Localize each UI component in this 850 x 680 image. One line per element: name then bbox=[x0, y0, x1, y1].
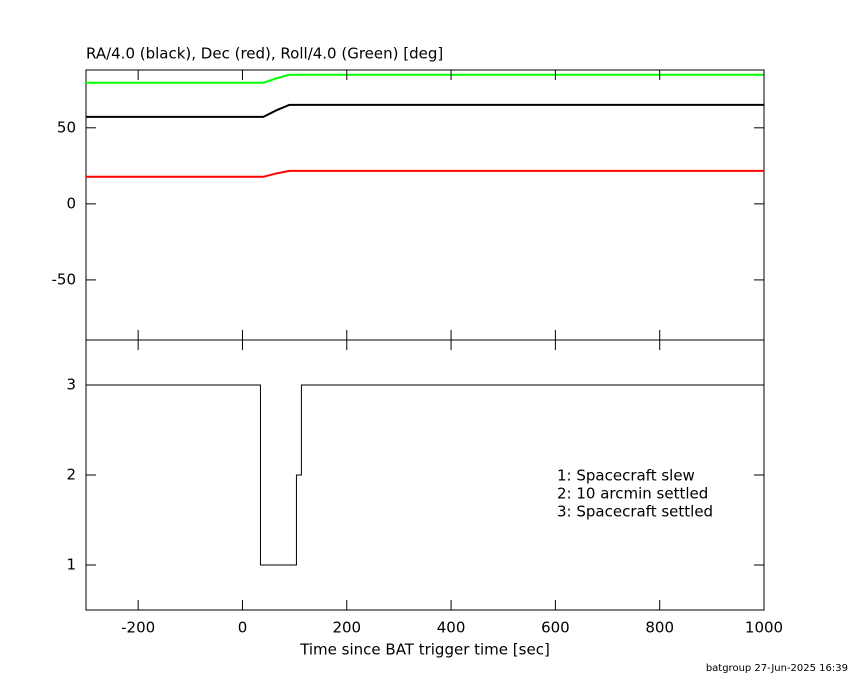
x-tick-label: -200 bbox=[121, 619, 155, 637]
y-tick-label: 0 bbox=[66, 194, 76, 212]
data-line bbox=[86, 384, 764, 566]
y-tick-label: -50 bbox=[52, 270, 77, 288]
footer: batgroup 27-Jun-2025 16:39 bbox=[706, 663, 848, 674]
data-line bbox=[86, 169, 764, 178]
plot-frame bbox=[85, 69, 765, 341]
x-tick-label: 0 bbox=[238, 619, 248, 637]
chart-title: RA/4.0 (black), Dec (red), Roll/4.0 (Gre… bbox=[86, 45, 443, 63]
x-tick-label: 200 bbox=[332, 619, 361, 637]
data-line bbox=[86, 103, 764, 118]
y-tick-label: 1 bbox=[66, 556, 76, 574]
y-tick-label: 2 bbox=[66, 466, 76, 484]
y-tick-label: 3 bbox=[66, 376, 76, 394]
x-tick-label: 800 bbox=[645, 619, 674, 637]
x-axis-label: Time since BAT trigger time [sec] bbox=[299, 641, 550, 659]
x-tick-label: 600 bbox=[541, 619, 570, 637]
x-tick-label: 1000 bbox=[745, 619, 783, 637]
annotation: 2: 10 arcmin settled bbox=[557, 485, 708, 503]
annotation: 3: Spacecraft settled bbox=[557, 503, 713, 521]
annotation: 1: Spacecraft slew bbox=[557, 467, 695, 485]
y-tick-label: 50 bbox=[57, 118, 76, 136]
data-line bbox=[86, 73, 764, 84]
x-tick-label: 400 bbox=[437, 619, 466, 637]
